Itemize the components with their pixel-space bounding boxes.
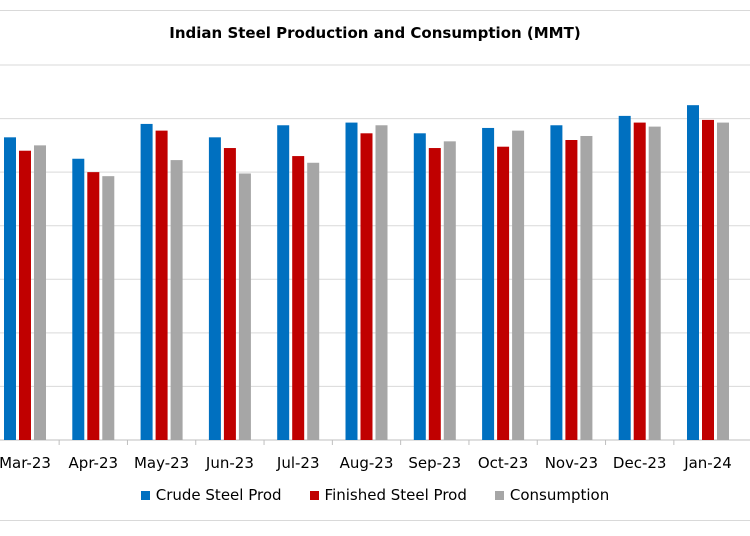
x-tick-label: Aug-23 bbox=[340, 454, 394, 472]
legend-item: Crude Steel Prod bbox=[140, 486, 282, 504]
bar-finished-steel-prod-sep-23 bbox=[428, 148, 441, 441]
bar-crude-steel-prod-may-23 bbox=[140, 123, 153, 440]
legend-label: Crude Steel Prod bbox=[155, 486, 282, 504]
bar-finished-steel-prod-jun-23 bbox=[223, 148, 236, 441]
bar-crude-steel-prod-aug-23 bbox=[345, 122, 358, 440]
bar-crude-steel-prod-jul-23 bbox=[277, 125, 290, 441]
bar-crude-steel-prod-oct-23 bbox=[482, 127, 495, 441]
x-tick-label: Apr-23 bbox=[69, 454, 119, 472]
bar-finished-steel-prod-mar-23 bbox=[19, 150, 31, 440]
bar-crude-steel-prod-jun-23 bbox=[208, 137, 221, 441]
bar-finished-steel-prod-jul-23 bbox=[292, 156, 305, 441]
x-tick-label: Nov-23 bbox=[545, 454, 598, 472]
x-tick-label: May-23 bbox=[134, 454, 189, 472]
bar-crude-steel-prod-nov-23 bbox=[550, 125, 563, 441]
x-tick-label: Dec-23 bbox=[613, 454, 667, 472]
bar-consumption-oct-23 bbox=[512, 130, 525, 440]
bar-crude-steel-prod-jan-24 bbox=[687, 105, 699, 440]
legend-swatch bbox=[140, 490, 150, 500]
bar-consumption-jan-24 bbox=[717, 122, 729, 440]
bar-finished-steel-prod-apr-23 bbox=[87, 172, 100, 440]
bar-crude-steel-prod-mar-23 bbox=[4, 137, 16, 441]
x-tick-label: Oct-23 bbox=[478, 454, 528, 472]
bar-consumption-dec-23 bbox=[648, 126, 661, 440]
x-tick-label: Jul-23 bbox=[276, 454, 320, 472]
bar-crude-steel-prod-apr-23 bbox=[72, 158, 85, 440]
x-tick-label: Jan-24 bbox=[683, 454, 732, 472]
bar-crude-steel-prod-sep-23 bbox=[413, 133, 426, 440]
bar-finished-steel-prod-jan-24 bbox=[702, 119, 714, 441]
chart-title: Indian Steel Production and Consumption … bbox=[169, 24, 581, 42]
legend-swatch bbox=[309, 490, 319, 500]
bar-finished-steel-prod-may-23 bbox=[155, 130, 168, 440]
x-tick-label: Jun-23 bbox=[205, 454, 254, 472]
legend-item: Consumption bbox=[494, 486, 610, 504]
bar-crude-steel-prod-dec-23 bbox=[618, 115, 631, 441]
bar-finished-steel-prod-oct-23 bbox=[497, 146, 510, 441]
x-tick-label: Mar-23 bbox=[0, 454, 51, 472]
bar-consumption-may-23 bbox=[170, 160, 183, 440]
bar-consumption-nov-23 bbox=[580, 135, 593, 440]
bar-consumption-sep-23 bbox=[443, 141, 456, 440]
top-border bbox=[0, 10, 750, 11]
bar-consumption-mar-23 bbox=[34, 145, 46, 440]
bar-consumption-apr-23 bbox=[102, 176, 115, 441]
x-tick-label: Sep-23 bbox=[408, 454, 461, 472]
bar-finished-steel-prod-aug-23 bbox=[360, 133, 373, 440]
bar-finished-steel-prod-dec-23 bbox=[633, 122, 646, 440]
bar-consumption-jul-23 bbox=[307, 162, 320, 440]
bar-finished-steel-prod-nov-23 bbox=[565, 140, 578, 440]
bar-consumption-aug-23 bbox=[375, 125, 388, 441]
chart-legend: Crude Steel Prod Finished Steel Prod Consu… bbox=[0, 486, 750, 504]
bottom-border bbox=[0, 520, 750, 521]
legend-label: Consumption bbox=[509, 486, 610, 504]
legend-item: Finished Steel Prod bbox=[309, 486, 467, 504]
legend-swatch bbox=[494, 490, 504, 500]
legend-label: Finished Steel Prod bbox=[324, 486, 467, 504]
bar-consumption-jun-23 bbox=[238, 173, 251, 440]
